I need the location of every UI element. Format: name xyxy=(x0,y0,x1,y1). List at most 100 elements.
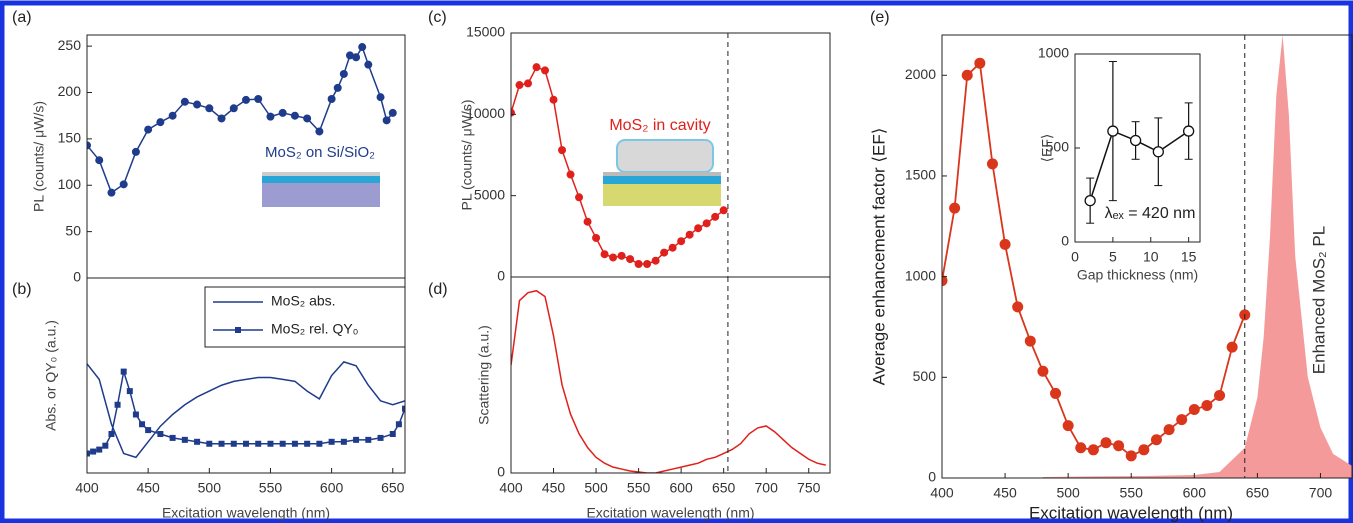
point xyxy=(600,250,609,259)
y-tick-label: 0 xyxy=(497,464,505,480)
point xyxy=(242,95,250,104)
point xyxy=(352,53,361,62)
point xyxy=(388,108,397,117)
point xyxy=(668,243,677,252)
point xyxy=(267,440,274,447)
point xyxy=(532,63,541,72)
y-tick-label: 0 xyxy=(497,268,505,284)
point xyxy=(95,156,104,165)
y-tick-label: 0 xyxy=(1061,233,1069,249)
y-tick-label: 15000 xyxy=(466,24,505,40)
point xyxy=(1152,146,1164,158)
point xyxy=(144,125,153,134)
point xyxy=(181,436,188,443)
point xyxy=(974,57,986,69)
point xyxy=(345,51,354,60)
layer xyxy=(603,172,721,176)
layer xyxy=(603,176,721,184)
point xyxy=(961,69,973,81)
point xyxy=(1182,125,1195,137)
point xyxy=(1188,404,1200,416)
point xyxy=(303,114,312,123)
panel-label: (e) xyxy=(870,9,890,26)
annotation: MoS₂ on Si/SiO₂ xyxy=(265,144,375,161)
point xyxy=(304,440,311,447)
point xyxy=(206,440,213,447)
point xyxy=(651,256,660,265)
point xyxy=(1176,414,1188,426)
point xyxy=(575,193,584,202)
x-tick-label: 600 xyxy=(669,480,693,496)
point xyxy=(169,434,176,441)
point xyxy=(333,83,342,92)
axes-box xyxy=(941,34,1353,479)
point xyxy=(1100,437,1112,449)
point xyxy=(119,180,128,189)
point xyxy=(942,275,948,287)
point xyxy=(87,450,90,457)
point xyxy=(107,188,116,197)
legend-box xyxy=(204,286,406,348)
panel-label: (b) xyxy=(12,281,32,298)
panel-label: (d) xyxy=(428,281,448,298)
point xyxy=(279,440,286,447)
point xyxy=(218,440,225,447)
line xyxy=(942,61,1246,457)
x-tick-label: 650 xyxy=(712,480,736,496)
point xyxy=(96,446,103,453)
point xyxy=(541,66,550,75)
point xyxy=(377,434,384,441)
legend-swatch xyxy=(235,327,241,333)
y-tick-label: 500 xyxy=(913,368,937,384)
point xyxy=(205,104,214,113)
point xyxy=(230,440,237,447)
point xyxy=(1150,434,1162,446)
point xyxy=(108,431,115,437)
point xyxy=(180,97,189,106)
layer xyxy=(262,176,380,183)
a-substrate xyxy=(262,172,380,207)
x-tick-label: 650 xyxy=(381,480,405,496)
y-tick-label: 0 xyxy=(928,469,936,485)
y-tick-label: 0 xyxy=(73,269,81,285)
point xyxy=(365,436,372,443)
point xyxy=(549,95,558,104)
x-tick-label: 400 xyxy=(499,480,523,496)
point xyxy=(291,440,298,447)
point xyxy=(1084,194,1096,207)
point xyxy=(1107,125,1119,137)
point xyxy=(243,440,249,447)
plot-area xyxy=(511,63,728,268)
y-tick-label: 200 xyxy=(58,83,82,99)
point xyxy=(353,436,360,443)
point xyxy=(1087,444,1099,456)
axes-box xyxy=(510,276,831,474)
x-tick-label: 400 xyxy=(930,485,954,501)
point xyxy=(389,431,396,437)
point xyxy=(376,93,385,102)
point xyxy=(132,411,139,418)
point xyxy=(1012,301,1024,313)
point xyxy=(327,94,336,103)
point xyxy=(194,438,201,445)
point xyxy=(515,81,524,90)
point xyxy=(395,421,402,428)
point xyxy=(1075,442,1087,454)
y-tick-label: 1000 xyxy=(905,267,936,283)
point xyxy=(131,147,140,156)
point xyxy=(157,431,164,437)
point xyxy=(1163,424,1175,436)
y-tick-label: 100 xyxy=(58,176,82,192)
y-tick-label: 2000 xyxy=(905,66,936,82)
point xyxy=(382,116,391,125)
point xyxy=(168,111,177,120)
x-tick-label: 600 xyxy=(320,480,344,496)
point xyxy=(139,421,146,428)
point xyxy=(120,368,127,375)
panel: 0 5000 10000 15000 PL (counts/ μW/s) (c) MoS₂ … xyxy=(428,9,831,284)
x-axis-label: Gap thickness (nm) xyxy=(1077,267,1198,283)
y-tick-label: 10000 xyxy=(466,105,505,121)
